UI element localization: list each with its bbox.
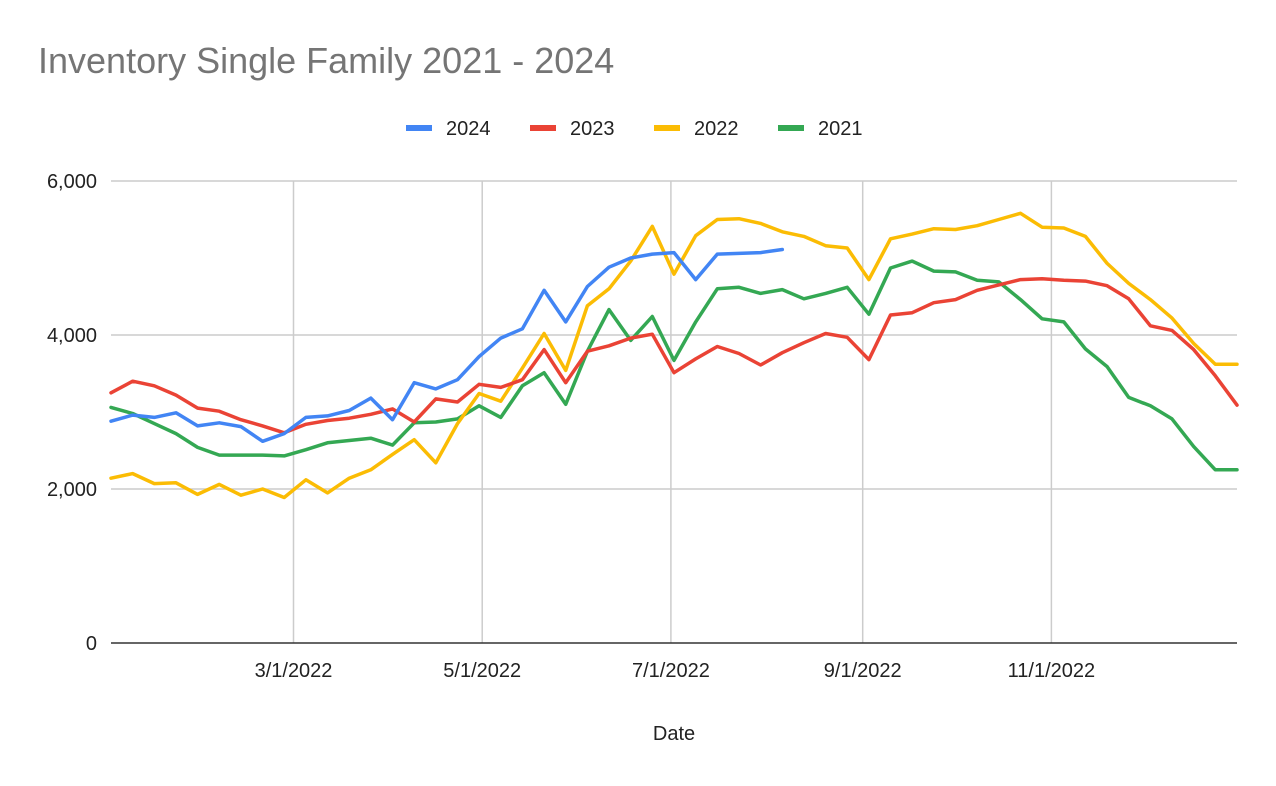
series-line-2021 — [109, 259, 1239, 472]
legend-label: 2022 — [694, 118, 739, 140]
chart-title: Inventory Single Family 2021 - 2024 — [38, 40, 615, 81]
legend-label: 2021 — [818, 118, 863, 140]
grid-layer — [111, 180, 1237, 643]
series-layer — [109, 211, 1239, 500]
x-tick-label: 3/1/2022 — [255, 660, 333, 682]
y-tick-label: 2,000 — [47, 479, 97, 501]
series-line-2022 — [109, 211, 1239, 500]
series-line-2023 — [109, 277, 1239, 435]
x-tick-label: 11/1/2022 — [1008, 660, 1096, 682]
y-tick-label: 6,000 — [47, 171, 97, 193]
y-tick-label: 4,000 — [47, 325, 97, 347]
x-tick-label: 9/1/2022 — [824, 660, 902, 682]
legend-label: 2024 — [446, 118, 491, 140]
x-tick-label: 7/1/2022 — [632, 660, 710, 682]
series-line-2024 — [109, 247, 785, 444]
legend-label: 2023 — [570, 118, 615, 140]
x-tick-label: 5/1/2022 — [443, 660, 521, 682]
axis-layer: 0 2,000 4,000 6,000 3/1/2022 5/1/2022 7/1/2022… — [47, 171, 1237, 682]
x-axis-title: Date — [653, 723, 695, 745]
legend: 2024 2023 2022 2021 — [406, 118, 863, 140]
y-tick-label: 0 — [86, 633, 97, 655]
